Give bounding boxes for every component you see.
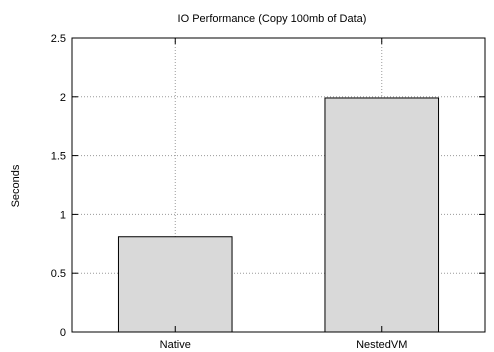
bar-nestedvm [324,97,440,333]
y-tick-label: 0 [60,327,66,339]
y-tick-label: 0.5 [51,268,66,280]
y-ticks: 0 0.5 1 1.5 2 2.5 [51,33,485,339]
y-tick-label: 1.5 [51,151,66,163]
x-tick-label: NestedVM [356,339,407,351]
bar-native [117,236,233,333]
y-tick-label: 2.5 [51,33,66,45]
y-tick-label: 2 [60,92,66,104]
y-tick-label: 1 [60,209,66,221]
bars [117,97,440,333]
chart-title: IO Performance (Copy 100mb of Data) [178,13,367,25]
plot-frame [71,37,486,333]
x-ticks: Native NestedVM [160,38,407,351]
x-tick-label: Native [160,339,191,351]
y-axis-label: Seconds [10,164,22,207]
